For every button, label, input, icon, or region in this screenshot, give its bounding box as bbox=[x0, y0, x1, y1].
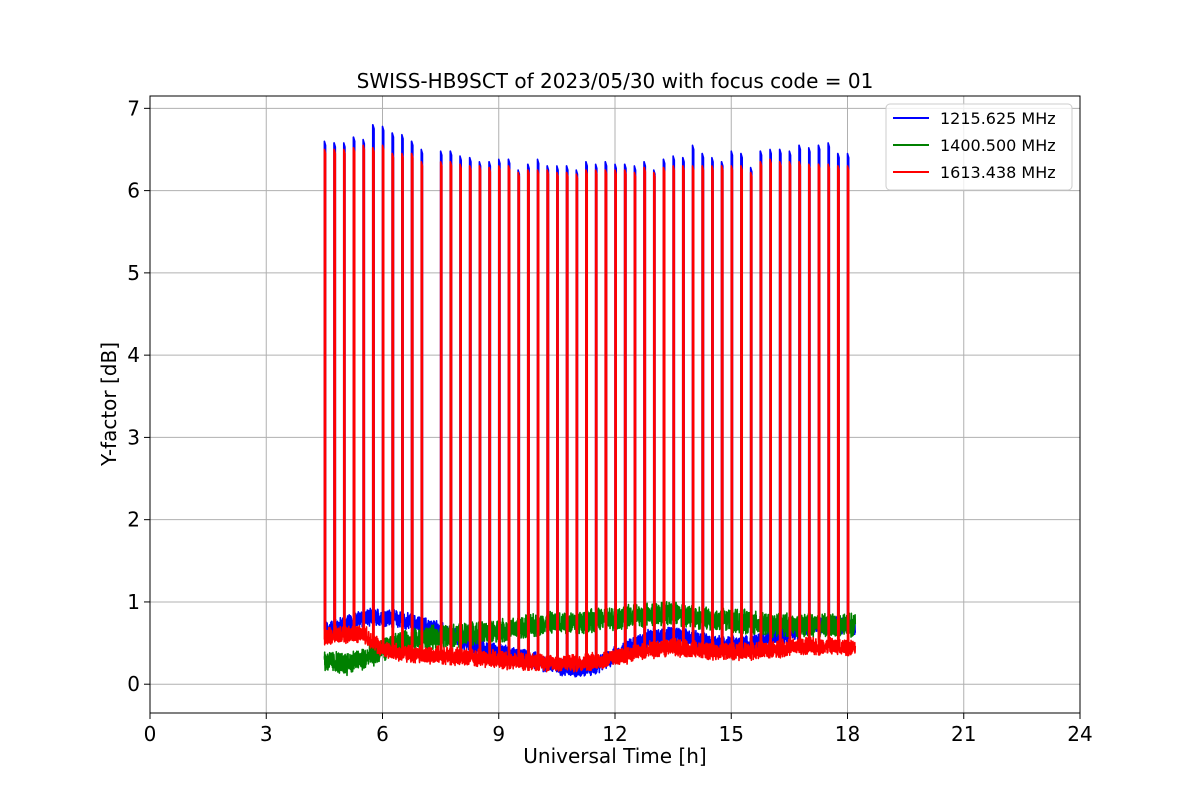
y-tick-label: 6 bbox=[127, 179, 140, 203]
x-axis-label: Universal Time [h] bbox=[523, 744, 706, 768]
x-tick-label: 18 bbox=[835, 722, 860, 746]
x-tick-label: 0 bbox=[144, 722, 157, 746]
y-tick-label: 7 bbox=[127, 96, 140, 120]
y-axis-ticks: 0 1 2 3 4 5 6 7 bbox=[127, 96, 150, 696]
legend-label-1215: 1215.625 MHz bbox=[940, 109, 1056, 128]
y-axis-label: Y-factor [dB] bbox=[97, 342, 121, 467]
x-tick-label: 21 bbox=[951, 722, 976, 746]
series-layer bbox=[323, 123, 857, 678]
y-tick-label: 2 bbox=[127, 508, 140, 532]
x-tick-label: 6 bbox=[376, 722, 389, 746]
chart-legend: 1215.625 MHz 1400.500 MHz 1613.438 MHz bbox=[885, 103, 1073, 191]
series-line-1613-438 bbox=[323, 144, 857, 673]
x-tick-label: 9 bbox=[492, 722, 505, 746]
chart-title: SWISS-HB9SCT of 2023/05/30 with focus co… bbox=[357, 69, 874, 93]
legend-box bbox=[885, 103, 1073, 191]
series-line-1215-625 bbox=[323, 123, 857, 678]
y-tick-label: 1 bbox=[127, 590, 140, 614]
x-tick-label: 24 bbox=[1067, 722, 1092, 746]
x-axis-ticks: 0 3 6 9 12 15 18 21 24 bbox=[144, 713, 1093, 746]
x-tick-label: 15 bbox=[719, 722, 744, 746]
y-tick-label: 3 bbox=[127, 425, 140, 449]
legend-label-1613: 1613.438 MHz bbox=[940, 163, 1056, 182]
x-tick-label: 12 bbox=[602, 722, 627, 746]
y-tick-label: 0 bbox=[127, 672, 140, 696]
x-tick-label: 3 bbox=[260, 722, 273, 746]
y-tick-label: 5 bbox=[127, 261, 140, 285]
legend-label-1400: 1400.500 MHz bbox=[940, 136, 1056, 155]
y-tick-label: 4 bbox=[127, 343, 140, 367]
